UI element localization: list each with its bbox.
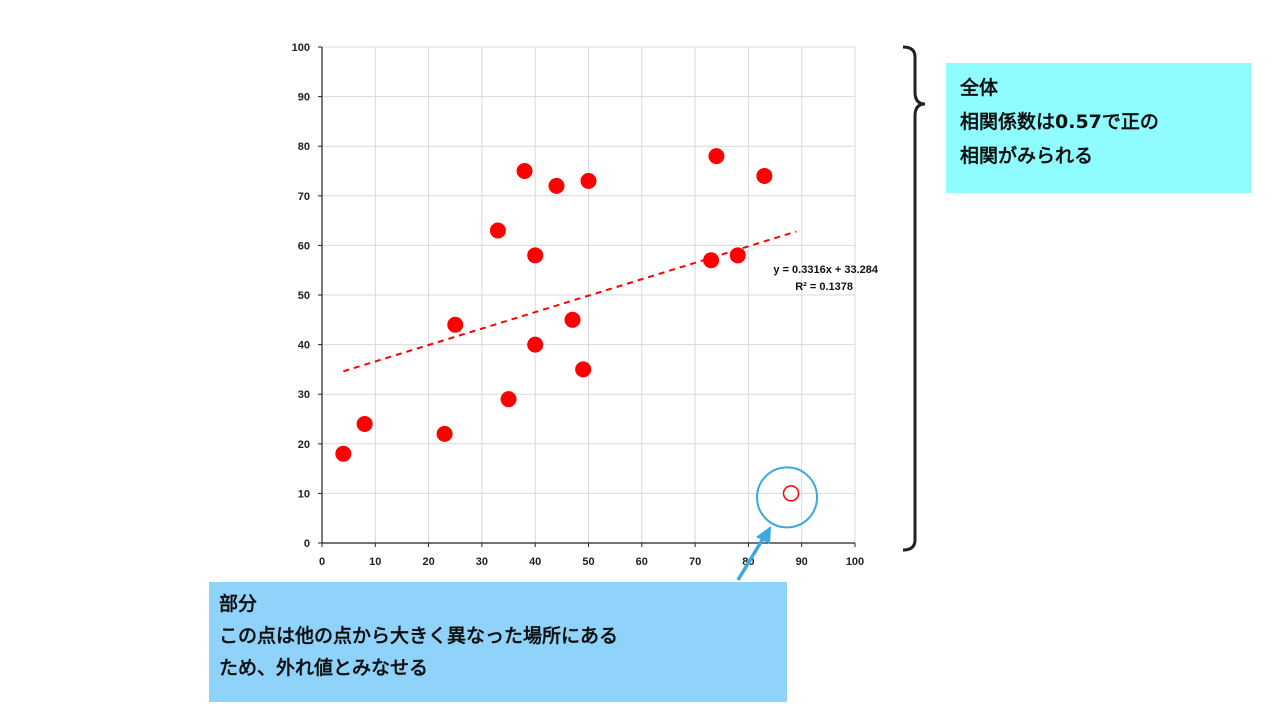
y-tick-label: 70: [298, 191, 310, 203]
x-tick-label: 40: [529, 556, 541, 568]
data-point: [708, 148, 725, 165]
x-tick-label: 60: [636, 556, 648, 568]
data-point: [447, 316, 464, 333]
x-tick-label: 50: [582, 556, 594, 568]
overall-brace: [902, 45, 926, 552]
data-point: [489, 222, 506, 239]
x-tick-label: 0: [319, 556, 325, 568]
data-point: [580, 172, 597, 189]
part-callout-line: ため、外れ値とみなせる: [219, 657, 429, 679]
data-point: [500, 391, 517, 408]
overall-callout-title: 全体: [960, 77, 999, 99]
y-tick-label: 10: [298, 488, 310, 500]
trendline: [343, 230, 797, 373]
data-point: [756, 167, 773, 184]
part-callout-line: この点は他の点から大きく異なった場所にある: [219, 625, 619, 647]
y-tick-label: 20: [298, 439, 310, 451]
data-point: [516, 163, 533, 179]
y-tick-label: 50: [298, 290, 310, 302]
overall-callout-line: 相関がみられる: [960, 145, 1094, 167]
y-tick-label: 40: [298, 340, 310, 352]
data-point: [436, 425, 453, 442]
part-callout-title: 部分: [219, 593, 258, 615]
data-point: [335, 445, 352, 462]
data-point: [564, 311, 581, 328]
data-point: [703, 252, 720, 269]
x-tick-label: 70: [689, 556, 701, 568]
outlier-highlight-circle: [756, 466, 819, 529]
overall-callout-line: 相関係数は0.57で正の: [960, 111, 1159, 133]
axes: [318, 46, 856, 547]
callout-arrow-head: [756, 526, 771, 544]
x-tick-label: 30: [476, 556, 488, 568]
data-point: [729, 247, 746, 264]
tick-labels: 0102030405060708090100010203040506070809…: [292, 42, 865, 568]
x-tick-label: 20: [422, 556, 434, 568]
callout-arrow: [736, 536, 766, 581]
trendline-equation: y = 0.3316x + 33.284: [773, 264, 878, 276]
data-point: [527, 336, 544, 353]
y-tick-label: 90: [298, 92, 310, 104]
x-tick-label: 10: [369, 556, 381, 568]
data-points: [335, 148, 773, 462]
y-tick-label: 100: [292, 42, 310, 54]
y-tick-label: 30: [298, 389, 310, 401]
outlier-point: [782, 485, 800, 502]
data-point: [356, 415, 373, 432]
y-tick-label: 80: [298, 141, 310, 153]
data-point: [575, 361, 592, 378]
data-point: [548, 177, 565, 194]
trendline-r2: R² = 0.1378: [795, 281, 853, 293]
x-tick-label: 90: [796, 556, 808, 568]
y-tick-label: 0: [304, 538, 310, 550]
part-callout: 部分 この点は他の点から大きく異なった場所にある ため、外れ値とみなせる: [209, 582, 787, 702]
y-tick-label: 60: [298, 240, 310, 252]
overall-callout: 全体 相関係数は0.57で正の 相関がみられる: [946, 63, 1251, 193]
grid-lines: [322, 46, 856, 543]
data-point: [527, 247, 544, 264]
x-tick-label: 100: [846, 556, 864, 568]
